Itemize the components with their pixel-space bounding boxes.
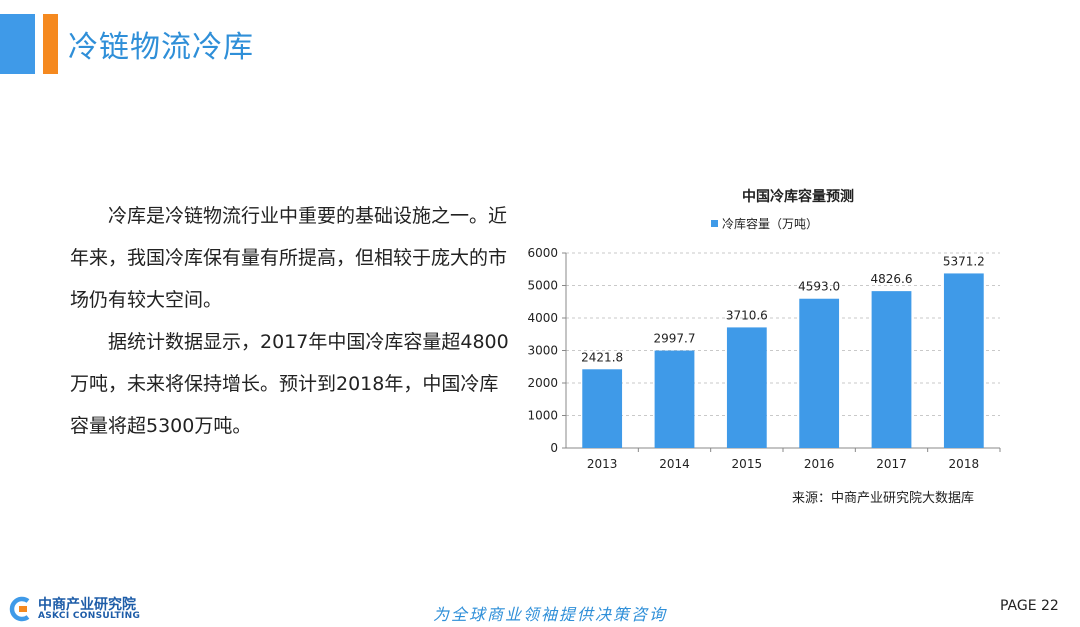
logo-name-cn: 中商产业研究院	[38, 597, 136, 613]
x-tick-label: 2013	[587, 457, 618, 471]
company-logo: 中商产业研究院 ASKCI CONSULTING	[8, 594, 158, 624]
bar-value-label: 2421.8	[581, 350, 623, 364]
bar	[726, 327, 767, 448]
page-number: PAGE 22	[1000, 598, 1059, 614]
x-tick-label: 2014	[659, 457, 690, 471]
legend-swatch	[711, 220, 718, 227]
bar-value-label: 3710.6	[726, 308, 768, 322]
body-text: 冷库是冷链物流行业中重要的基础设施之一。近年来，我国冷库保有量有所提高，但相较于…	[70, 195, 510, 447]
y-tick-label: 2000	[527, 376, 558, 390]
chart-title: 中国冷库容量预测	[742, 188, 854, 205]
bar	[799, 298, 840, 448]
y-tick-label: 0	[550, 441, 558, 455]
header-accent-bar-orange	[43, 14, 58, 74]
bar	[871, 291, 912, 448]
bar-value-label: 4826.6	[871, 272, 913, 286]
y-tick-label: 3000	[527, 344, 558, 358]
bar-value-label: 2997.7	[654, 332, 696, 346]
page-title: 冷链物流冷库	[68, 30, 254, 65]
y-tick-label: 4000	[527, 311, 558, 325]
x-tick-label: 2017	[876, 457, 907, 471]
y-tick-label: 5000	[527, 279, 558, 293]
bar	[582, 369, 623, 448]
body-paragraph-2: 据统计数据显示，2017年中国冷库容量超4800万吨，未来将保持增长。预计到20…	[70, 331, 509, 437]
body-paragraph-1: 冷库是冷链物流行业中重要的基础设施之一。近年来，我国冷库保有量有所提高，但相较于…	[70, 205, 508, 311]
header-accent-bar-blue	[0, 14, 35, 74]
bar-value-label: 5371.2	[943, 254, 985, 268]
x-tick-label: 2018	[949, 457, 980, 471]
footer-slogan: 为全球商业领袖提供决策咨询	[433, 605, 668, 624]
y-tick-label: 6000	[527, 246, 558, 260]
x-tick-label: 2016	[804, 457, 835, 471]
bar-value-label: 4593.0	[798, 280, 840, 294]
logo-name-en: ASKCI CONSULTING	[38, 611, 141, 621]
logo-mark-icon	[9, 596, 30, 622]
capacity-chart: 中国冷库容量预测冷库容量（万吨） 0 1000 2000 3000 4000 5000 600…	[518, 180, 1018, 510]
bar	[943, 273, 984, 448]
legend-label: 冷库容量（万吨）	[722, 216, 818, 231]
chart-source: 来源：中商产业研究院大数据库	[792, 491, 975, 506]
y-tick-label: 1000	[527, 409, 558, 423]
x-tick-label: 2015	[732, 457, 763, 471]
bar	[654, 350, 695, 448]
